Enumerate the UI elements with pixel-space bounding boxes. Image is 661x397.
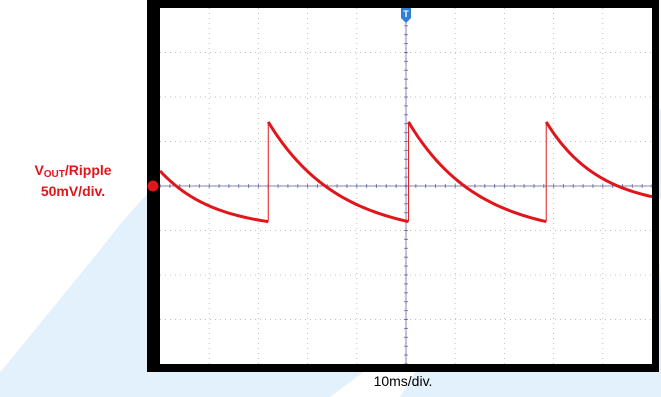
channel-2-marker (147, 180, 159, 192)
channel-marker-circle (147, 180, 159, 192)
signal-prefix: V (34, 162, 44, 178)
signal-name: VOUT/Ripple (0, 162, 146, 183)
signal-subscript: OUT (43, 169, 65, 180)
ripple-decay-segment (544, 121, 652, 199)
center-axes (160, 8, 652, 364)
trigger-marker-label: T (403, 9, 409, 19)
ripple-decay-segment (407, 121, 547, 224)
waveform-plot: T (160, 8, 652, 364)
ripple-decay-segment (266, 121, 409, 224)
ripple-decay-segment (160, 169, 269, 224)
channel-label: VOUT/Ripple 50mV/div. (0, 162, 146, 199)
trigger-marker-shape (401, 8, 411, 23)
watermark-dot (582, 376, 594, 388)
signal-suffix: /Ripple (64, 162, 112, 178)
ripple-trace (160, 121, 652, 224)
vertical-scale: 50mV/div. (40, 183, 106, 199)
trigger-marker: T (401, 8, 411, 23)
oscilloscope-screen: T (160, 8, 652, 364)
timebase-label: 10ms/div. (373, 373, 433, 389)
markers: T (401, 8, 411, 23)
